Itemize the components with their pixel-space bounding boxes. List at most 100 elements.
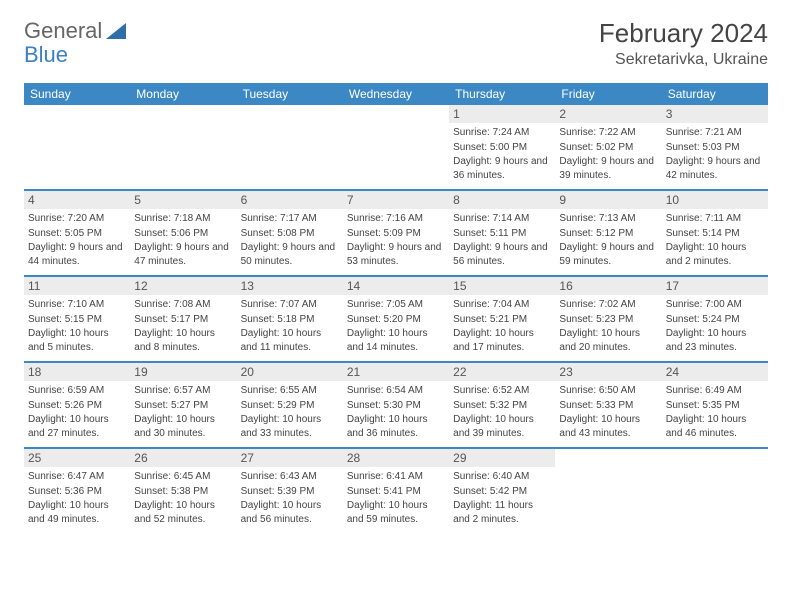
day-number: 9: [555, 191, 661, 209]
day-info: Sunrise: 6:41 AMSunset: 5:41 PMDaylight:…: [345, 470, 447, 526]
weekday-label: Wednesday: [343, 83, 449, 105]
sunrise: Sunrise: 7:10 AM: [28, 298, 126, 312]
sunset: Sunset: 5:24 PM: [666, 313, 764, 327]
day-cell: 2Sunrise: 7:22 AMSunset: 5:02 PMDaylight…: [555, 105, 661, 189]
sunrise: Sunrise: 7:21 AM: [666, 126, 764, 140]
day-cell: 7 Sunrise: 7:16 AMSunset: 5:09 PMDaylight…: [343, 191, 449, 275]
sunset: Sunset: 5:15 PM: [28, 313, 126, 327]
day-info: Sunrise: 6:43 AMSunset: 5:39 PMDaylight:…: [239, 470, 341, 526]
day-info: Sunrise: 7:18 AMSunset: 5:06 PMDaylight:…: [132, 212, 234, 268]
daylight: Daylight: 9 hours and 36 minutes.: [453, 155, 551, 182]
daylight: Daylight: 9 hours and 42 minutes.: [666, 155, 764, 182]
sunset: Sunset: 5:41 PM: [347, 485, 445, 499]
day-number: 16: [555, 277, 661, 295]
sunrise: Sunrise: 7:17 AM: [241, 212, 339, 226]
sunset: Sunset: 5:23 PM: [559, 313, 657, 327]
day-info: Sunrise: 6:52 AMSunset: 5:32 PMDaylight:…: [451, 384, 553, 440]
day-number: 8: [449, 191, 555, 209]
sunrise: Sunrise: 7:05 AM: [347, 298, 445, 312]
day-cell: [343, 105, 449, 189]
day-number: 20: [237, 363, 343, 381]
day-number: 2: [555, 105, 661, 123]
daylight: Daylight: 10 hours and 52 minutes.: [134, 499, 232, 526]
daylight: Daylight: 10 hours and 36 minutes.: [347, 413, 445, 440]
day-cell: 14Sunrise: 7:05 AMSunset: 5:20 PMDayligh…: [343, 277, 449, 361]
location: Sekretarivka, Ukraine: [599, 51, 768, 69]
weekday-label: Thursday: [449, 83, 555, 105]
day-cell: 29Sunrise: 6:40 AMSunset: 5:42 PMDayligh…: [449, 449, 555, 533]
daylight: Daylight: 9 hours and 44 minutes.: [28, 241, 126, 268]
daylight: Daylight: 10 hours and 49 minutes.: [28, 499, 126, 526]
day-info: Sunrise: 7:24 AMSunset: 5:00 PMDaylight:…: [451, 126, 553, 182]
day-cell: [130, 105, 236, 189]
weekday-label: Friday: [555, 83, 661, 105]
day-number: 6: [237, 191, 343, 209]
day-number: 12: [130, 277, 236, 295]
day-cell: [237, 105, 343, 189]
day-cell: 10 Sunrise: 7:11 AMSunset: 5:14 PMDayligh…: [662, 191, 768, 275]
day-info: Sunrise: 7:16 AMSunset: 5:09 PMDaylight:…: [345, 212, 447, 268]
daylight: Daylight: 9 hours and 50 minutes.: [241, 241, 339, 268]
day-number: 28: [343, 449, 449, 467]
daylight: Daylight: 10 hours and 23 minutes.: [666, 327, 764, 354]
sunrise: Sunrise: 7:02 AM: [559, 298, 657, 312]
day-cell: 3Sunrise: 7:21 AMSunset: 5:03 PMDaylight…: [662, 105, 768, 189]
day-number: 4: [24, 191, 130, 209]
sunset: Sunset: 5:33 PM: [559, 399, 657, 413]
day-cell: 4Sunrise: 7:20 AMSunset: 5:05 PMDaylight…: [24, 191, 130, 275]
sunrise: Sunrise: 6:52 AM: [453, 384, 551, 398]
day-number: 26: [130, 449, 236, 467]
week-row: 11Sunrise: 7:10 AMSunset: 5:15 PMDayligh…: [24, 277, 768, 363]
day-info: Sunrise: 7:08 AMSunset: 5:17 PMDaylight:…: [132, 298, 234, 354]
sunrise: Sunrise: 6:43 AM: [241, 470, 339, 484]
sunset: Sunset: 5:09 PM: [347, 227, 445, 241]
day-cell: 25Sunrise: 6:47 AMSunset: 5:36 PMDayligh…: [24, 449, 130, 533]
day-info: Sunrise: 7:21 AMSunset: 5:03 PMDaylight:…: [664, 126, 766, 182]
day-cell: 9Sunrise: 7:13 AMSunset: 5:12 PMDaylight…: [555, 191, 661, 275]
day-cell: 24Sunrise: 6:49 AMSunset: 5:35 PMDayligh…: [662, 363, 768, 447]
sunrise: Sunrise: 7:04 AM: [453, 298, 551, 312]
day-cell: 12 Sunrise: 7:08 AMSunset: 5:17 PMDayligh…: [130, 277, 236, 361]
day-info: Sunrise: 7:11 AMSunset: 5:14 PMDaylight:…: [664, 212, 766, 268]
day-number: 23: [555, 363, 661, 381]
day-cell: 17 Sunrise: 7:00 AMSunset: 5:24 PMDayligh…: [662, 277, 768, 361]
sunset: Sunset: 5:11 PM: [453, 227, 551, 241]
title-block: February 2024 Sekretarivka, Ukraine: [599, 18, 768, 69]
sunset: Sunset: 5:03 PM: [666, 141, 764, 155]
day-number: 17: [662, 277, 768, 295]
day-cell: 8Sunrise: 7:14 AMSunset: 5:11 PMDaylight…: [449, 191, 555, 275]
day-number: 21: [343, 363, 449, 381]
day-number: 10: [662, 191, 768, 209]
daylight: Daylight: 10 hours and 2 minutes.: [666, 241, 764, 268]
day-number: 7: [343, 191, 449, 209]
sunrise: Sunrise: 7:00 AM: [666, 298, 764, 312]
logo: General: [24, 18, 126, 44]
day-number: 22: [449, 363, 555, 381]
header: General February 2024 Sekretarivka, Ukra…: [24, 18, 768, 69]
sunrise: Sunrise: 6:41 AM: [347, 470, 445, 484]
day-number: 14: [343, 277, 449, 295]
day-info: Sunrise: 7:02 AMSunset: 5:23 PMDaylight:…: [557, 298, 659, 354]
sunrise: Sunrise: 7:13 AM: [559, 212, 657, 226]
logo-line2: Blue: [24, 42, 68, 68]
logo-text-2: Blue: [24, 42, 68, 67]
day-cell: 21Sunrise: 6:54 AMSunset: 5:30 PMDayligh…: [343, 363, 449, 447]
sunrise: Sunrise: 7:08 AM: [134, 298, 232, 312]
sunset: Sunset: 5:30 PM: [347, 399, 445, 413]
sunrise: Sunrise: 6:50 AM: [559, 384, 657, 398]
day-number: 18: [24, 363, 130, 381]
weeks-container: 1Sunrise: 7:24 AMSunset: 5:00 PMDaylight…: [24, 105, 768, 533]
sunset: Sunset: 5:02 PM: [559, 141, 657, 155]
sunrise: Sunrise: 6:57 AM: [134, 384, 232, 398]
day-cell: 28 Sunrise: 6:41 AMSunset: 5:41 PMDayligh…: [343, 449, 449, 533]
sunrise: Sunrise: 7:16 AM: [347, 212, 445, 226]
day-info: Sunrise: 6:47 AMSunset: 5:36 PMDaylight:…: [26, 470, 128, 526]
day-cell: 22 Sunrise: 6:52 AMSunset: 5:32 PMDayligh…: [449, 363, 555, 447]
week-row: 1Sunrise: 7:24 AMSunset: 5:00 PMDaylight…: [24, 105, 768, 191]
sunset: Sunset: 5:05 PM: [28, 227, 126, 241]
day-info: Sunrise: 6:50 AMSunset: 5:33 PMDaylight:…: [557, 384, 659, 440]
day-cell: 23 Sunrise: 6:50 AMSunset: 5:33 PMDayligh…: [555, 363, 661, 447]
day-info: Sunrise: 6:57 AMSunset: 5:27 PMDaylight:…: [132, 384, 234, 440]
sunset: Sunset: 5:35 PM: [666, 399, 764, 413]
calendar: SundayMondayTuesdayWednesdayThursdayFrid…: [24, 83, 768, 533]
